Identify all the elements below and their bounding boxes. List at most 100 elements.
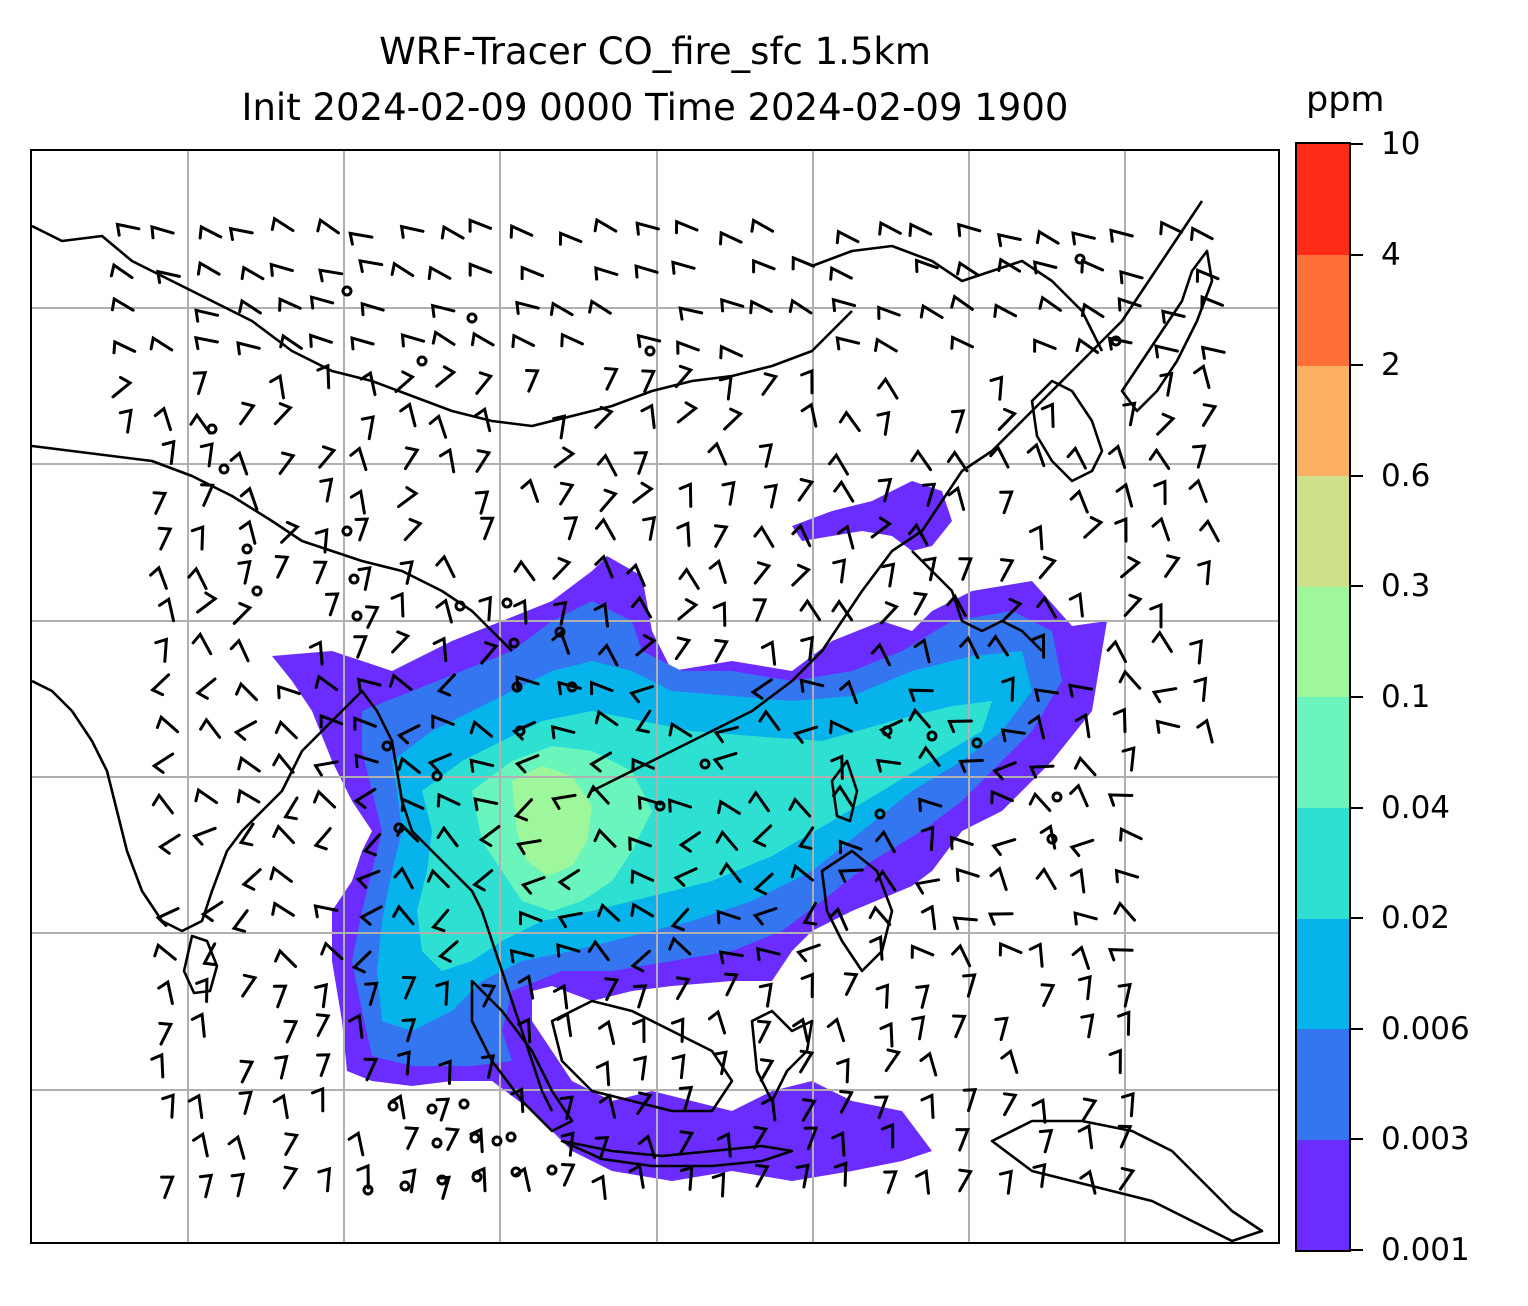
calm-marker xyxy=(510,1166,522,1178)
wind-barb xyxy=(642,515,657,541)
wind-barb xyxy=(199,717,222,739)
wind-barb xyxy=(1149,602,1163,629)
plume-north-patch xyxy=(792,481,952,551)
wind-barb xyxy=(151,752,175,774)
wind-barb xyxy=(920,904,937,931)
wind-barb xyxy=(557,868,581,891)
wind-barb xyxy=(667,798,692,813)
wind-barb xyxy=(311,1086,325,1113)
wind-barb xyxy=(597,902,621,922)
wind-barb xyxy=(556,1011,573,1038)
wind-barb xyxy=(1108,444,1127,469)
wind-barb xyxy=(232,601,253,625)
wind-barb xyxy=(1107,948,1134,962)
wind-barb xyxy=(632,481,654,504)
wind-barb xyxy=(1069,838,1095,858)
map-panel xyxy=(30,149,1280,1244)
wind-barb xyxy=(435,554,456,579)
wind-barb xyxy=(436,792,461,808)
wind-barb xyxy=(874,1095,889,1120)
wind-barb xyxy=(427,265,452,281)
wind-barb xyxy=(1117,296,1142,312)
calm-marker xyxy=(454,600,466,612)
wind-barb xyxy=(440,224,465,240)
wind-barb xyxy=(365,605,380,629)
wind-barb xyxy=(717,799,741,815)
wind-barb xyxy=(161,1093,175,1119)
wind-barb xyxy=(829,265,853,281)
calm-marker xyxy=(511,681,523,693)
map-canvas xyxy=(32,151,1278,1242)
wind-barb xyxy=(598,1019,616,1046)
calm-marker xyxy=(399,1180,411,1192)
wind-barb xyxy=(958,557,973,581)
wind-barb xyxy=(911,1015,926,1041)
wind-barb xyxy=(707,441,728,466)
wind-barb xyxy=(325,592,340,617)
wind-barb xyxy=(278,297,302,312)
calm-marker xyxy=(881,725,893,737)
wind-barb xyxy=(594,405,614,429)
calm-marker xyxy=(469,1132,481,1144)
wind-barb xyxy=(950,409,966,434)
calm-marker xyxy=(566,681,578,693)
wind-barb xyxy=(313,789,337,809)
wind-barb xyxy=(1002,597,1023,621)
wind-barb xyxy=(560,332,584,348)
wind-barb xyxy=(313,827,332,851)
colorbar-tick xyxy=(1351,474,1363,477)
wind-barb xyxy=(196,591,218,614)
wind-barb xyxy=(155,907,180,927)
wind-barb xyxy=(399,224,425,239)
wind-barb xyxy=(720,297,745,313)
wind-barb xyxy=(400,797,425,812)
wind-barb xyxy=(991,838,1017,857)
calm-marker xyxy=(348,573,360,585)
calm-marker xyxy=(1110,335,1122,347)
wind-barb xyxy=(557,680,582,696)
wind-barb xyxy=(799,598,821,622)
wind-barb xyxy=(918,797,943,812)
wind-barb xyxy=(393,866,414,890)
wind-barb xyxy=(718,950,744,965)
wind-barb xyxy=(758,709,781,732)
wind-barb xyxy=(1154,344,1179,359)
wind-barb xyxy=(1028,791,1052,812)
colorbar-band xyxy=(1297,144,1349,256)
wind-barb xyxy=(1193,363,1211,390)
wind-barb xyxy=(313,560,328,585)
wind-barb xyxy=(1153,479,1167,506)
wind-barb xyxy=(1112,707,1127,734)
calm-marker xyxy=(471,1171,483,1183)
wind-barb xyxy=(431,908,450,933)
wind-barb xyxy=(830,754,844,780)
wind-barb xyxy=(437,940,459,963)
wind-barb xyxy=(431,714,455,729)
wind-barb xyxy=(153,942,177,961)
wind-barb xyxy=(355,869,381,889)
wind-barb xyxy=(227,1134,246,1160)
wind-barb xyxy=(718,375,733,401)
wind-barb xyxy=(397,1050,411,1076)
wind-barb xyxy=(957,222,982,238)
calm-marker xyxy=(341,285,353,297)
wind-barb xyxy=(1027,714,1046,740)
colorbar-band xyxy=(1297,697,1349,809)
wind-barb xyxy=(797,478,815,502)
wind-barb xyxy=(468,218,493,233)
wind-barb xyxy=(427,752,452,773)
wind-barb xyxy=(797,826,815,850)
wind-barb xyxy=(1161,309,1186,324)
wind-barb xyxy=(879,1021,894,1048)
wind-barb xyxy=(826,1017,845,1043)
wind-barb xyxy=(480,516,495,541)
wind-barb xyxy=(426,868,450,889)
wind-barb xyxy=(513,1166,531,1192)
wind-barb xyxy=(237,755,261,773)
wind-barb xyxy=(435,980,449,1006)
wind-barb xyxy=(837,868,864,883)
wind-barb xyxy=(801,1098,817,1122)
colorbar-tick-label: 0.3 xyxy=(1381,568,1431,605)
wind-barb xyxy=(1109,228,1134,243)
wind-barb xyxy=(238,822,255,847)
